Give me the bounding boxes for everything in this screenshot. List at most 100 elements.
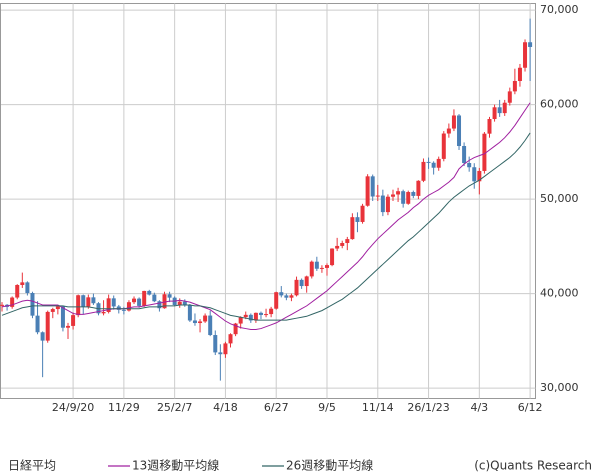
candle-body — [497, 107, 502, 114]
candle-body — [71, 315, 76, 326]
candle-body — [30, 293, 35, 316]
candle-body — [218, 352, 223, 355]
x-tick-label: 6/27 — [264, 401, 289, 414]
candle-body — [258, 312, 263, 315]
candle-body — [446, 128, 451, 134]
candle-body — [350, 217, 355, 240]
candle-body — [467, 163, 472, 168]
candle-body — [86, 297, 91, 307]
candle-body — [45, 311, 50, 341]
candle-body — [238, 317, 243, 324]
candle-body — [269, 308, 274, 315]
candle-body — [142, 290, 147, 306]
legend-label: 26週移動平均線 — [286, 458, 373, 473]
candle-body — [76, 295, 81, 316]
candle-body — [416, 180, 421, 196]
candle-body — [50, 309, 55, 312]
candle-body — [512, 80, 517, 92]
x-tick-label: 25/2/7 — [157, 401, 192, 414]
candle-body — [487, 119, 492, 134]
candle-body — [294, 279, 299, 296]
candle-body — [365, 176, 370, 206]
candle-body — [421, 161, 426, 181]
candle-body — [401, 191, 406, 204]
candle-body — [330, 248, 335, 266]
candle-body — [411, 192, 416, 196]
candle-body — [60, 306, 65, 328]
candle-body — [264, 314, 269, 316]
candle-body — [15, 284, 20, 298]
candle-body — [477, 170, 482, 182]
candle-body — [304, 276, 309, 287]
x-tick-label: 11/14 — [362, 401, 394, 414]
candle-body — [385, 196, 390, 213]
candle-body — [25, 282, 30, 294]
candle-body — [152, 294, 157, 302]
candle-body — [91, 297, 96, 304]
candle-body — [111, 298, 116, 307]
candle-body — [182, 301, 187, 306]
candle-body — [10, 297, 15, 307]
candle-body — [132, 298, 137, 303]
candle-body — [157, 301, 162, 309]
candle-body — [523, 42, 528, 68]
candle-body — [492, 107, 497, 120]
candle-body — [147, 290, 152, 295]
credit: (c)Quants Research — [474, 459, 592, 473]
candle-body — [482, 133, 487, 171]
candle-body — [284, 295, 289, 298]
candle-body — [345, 239, 350, 244]
candle-body — [502, 102, 507, 114]
candle-body — [472, 167, 477, 182]
candle-body — [177, 301, 182, 306]
candle-body — [35, 315, 40, 333]
candle-body — [426, 161, 431, 163]
candle-body — [274, 292, 279, 309]
candle-body — [391, 194, 396, 197]
ma-line — [1, 132, 531, 321]
candle-body — [243, 314, 248, 318]
candle-body — [370, 176, 375, 197]
candle-body — [116, 306, 121, 310]
candle-body — [20, 282, 25, 285]
x-tick-label: 4/3 — [470, 401, 488, 414]
y-tick-label: 30,000 — [540, 381, 579, 394]
candle-body — [167, 294, 172, 298]
candle-body — [451, 115, 456, 129]
candle-body — [106, 298, 111, 313]
x-tick-label: 24/9/20 — [52, 401, 94, 414]
candle-body — [441, 133, 446, 159]
candle-body — [396, 191, 401, 195]
candle-body — [528, 42, 533, 47]
candle-body — [279, 292, 284, 296]
candle-body — [314, 261, 319, 269]
candle-body — [203, 315, 208, 322]
candle-body — [457, 115, 462, 147]
y-tick-label: 70,000 — [540, 3, 579, 16]
candle-body — [340, 243, 345, 246]
candle-body — [436, 158, 441, 168]
candle-body — [462, 146, 467, 164]
candle-body — [187, 305, 192, 321]
candle-body — [324, 265, 329, 268]
ma-line — [1, 102, 531, 331]
y-tick-label: 50,000 — [540, 192, 579, 205]
candle-body — [55, 306, 60, 310]
candle-body — [233, 323, 238, 335]
chart-title: 日経平均 — [8, 459, 56, 473]
candle-body — [380, 195, 385, 213]
legend-label: 13週移動平均線 — [132, 458, 219, 473]
candle-body — [335, 245, 340, 249]
candle-body — [213, 335, 218, 353]
candle-body — [192, 320, 197, 324]
candle-body — [253, 312, 258, 321]
candle-body — [198, 321, 203, 324]
candle-body — [137, 298, 142, 306]
candle-body — [309, 261, 314, 277]
candle-body — [223, 343, 228, 355]
x-tick-label: 11/29 — [108, 401, 140, 414]
candle-body — [162, 294, 167, 309]
x-tick-label: 26/1/23 — [407, 401, 449, 414]
plot-frame — [0, 3, 536, 399]
